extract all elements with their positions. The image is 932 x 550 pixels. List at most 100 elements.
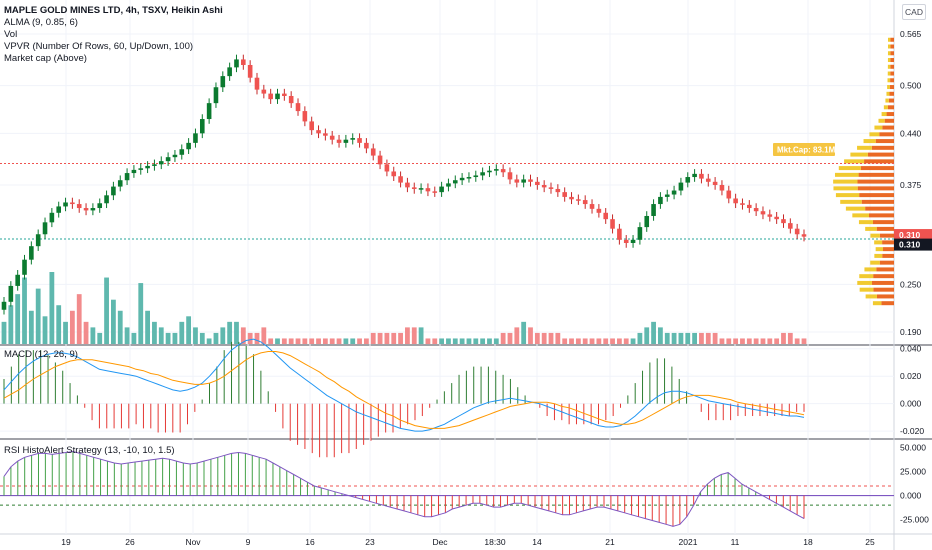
vpvr-bar-down	[872, 220, 894, 225]
volume-bar	[370, 332, 376, 344]
rsi-label[interactable]: RSI HistoAlert Strategy (13, -10, 10, 1.…	[4, 445, 175, 456]
volume-bar	[28, 310, 34, 344]
vpvr-bar-down	[882, 253, 894, 258]
vpvr-bar-down	[873, 287, 894, 292]
vpvr-bar-down	[889, 85, 894, 90]
volume-bar	[480, 338, 486, 344]
volume-bar	[138, 283, 144, 344]
vpvr-bar-up	[838, 166, 861, 171]
vpvr-bar-down	[882, 125, 894, 130]
vpvr-bar-up	[870, 233, 880, 238]
vpvr-bar-down	[869, 213, 894, 218]
volume-bar	[193, 327, 198, 344]
candle-body	[275, 93, 280, 100]
volume-bar	[316, 338, 321, 344]
vpvr-bar-up	[887, 44, 891, 49]
x-tick-label: Nov	[185, 537, 201, 547]
candle-body	[70, 202, 75, 205]
y-tick-label: 0.250	[900, 279, 922, 289]
vpvr-bar-down	[887, 105, 894, 110]
vpvr-bar-down	[886, 112, 894, 117]
volume-bar	[240, 327, 246, 344]
volume-bar	[596, 338, 602, 344]
x-tick-label: Dec	[432, 537, 448, 547]
volume-bar	[678, 332, 684, 344]
candle-body	[117, 180, 123, 187]
indicator-vol[interactable]: Vol	[4, 29, 18, 40]
candle-body	[576, 199, 581, 201]
vpvr-bar-down	[884, 118, 894, 123]
volume-bar	[186, 316, 192, 344]
chart-legend: MAPLE GOLD MINES LTD, 4h, TSXV, Heikin A…	[4, 5, 223, 65]
volume-bar	[603, 338, 609, 344]
volume-bar	[637, 332, 643, 344]
candle-body	[268, 93, 273, 100]
x-tick-label: 19	[61, 537, 71, 547]
volume-bar	[261, 327, 267, 344]
candle-body	[213, 87, 219, 104]
x-tick-label: 16	[305, 537, 315, 547]
candle-body	[391, 171, 397, 177]
x-tick-label: 2021	[679, 537, 698, 547]
volume-bar	[117, 310, 123, 344]
vpvr-bar-down	[882, 240, 894, 245]
vpvr-bar-down	[873, 274, 894, 279]
vpvr-bar-up	[872, 301, 882, 306]
market-cap-badge	[773, 143, 835, 156]
candle-body	[220, 76, 226, 88]
indicator-alma[interactable]: ALMA (9, 0.85, 6)	[4, 17, 78, 28]
currency-button[interactable]: CAD	[902, 4, 926, 20]
candle-body	[377, 155, 383, 165]
candle-body	[507, 172, 513, 180]
volume-bar	[658, 327, 663, 344]
symbol-title[interactable]: MAPLE GOLD MINES LTD, 4h, TSXV, Heikin A…	[4, 5, 223, 16]
candle-body	[794, 228, 800, 235]
volume-bar	[425, 338, 431, 344]
candle-body	[466, 177, 472, 179]
volume-bar	[692, 332, 697, 344]
vpvr-bar-up	[859, 274, 874, 279]
volume-bar	[104, 277, 109, 344]
candle-body	[90, 208, 96, 211]
indicator-vpvr[interactable]: VPVR (Number Of Rows, 60, Up/Down, 100)	[4, 41, 194, 52]
candle-body	[439, 186, 444, 193]
vpvr-bar-down	[890, 71, 894, 76]
volume-bar	[22, 277, 27, 344]
vpvr-bar-down	[876, 226, 894, 231]
volume-bar	[343, 338, 349, 344]
candle-body	[199, 119, 205, 134]
candle-body	[521, 179, 526, 183]
volume-bar	[384, 332, 390, 344]
volume-bar	[623, 338, 629, 344]
volume-bar	[746, 338, 752, 344]
volume-bar	[705, 332, 711, 344]
vpvr-bar-up	[834, 172, 859, 177]
volume-bar	[288, 338, 294, 344]
indicator-market-cap[interactable]: Market cap (Above)	[4, 53, 87, 64]
candle-body	[719, 184, 725, 191]
candle-body	[617, 228, 622, 240]
vpvr-bar-up	[886, 91, 890, 96]
candle-body	[425, 188, 431, 192]
volume-bar	[418, 327, 424, 344]
y-tick-label: 0.500	[900, 81, 922, 91]
volume-bar	[220, 327, 226, 344]
candle-body	[1, 301, 7, 310]
y-tick-label: 0.190	[900, 327, 922, 337]
volume-bar	[500, 332, 506, 344]
volume-bar	[76, 294, 82, 344]
candle-body	[596, 208, 602, 213]
candle-body	[234, 59, 239, 68]
volume-bar	[124, 327, 130, 344]
volume-bar	[83, 321, 89, 344]
volume-bar	[63, 321, 68, 344]
vpvr-bar-up	[887, 37, 891, 42]
rsi-tick-label: 25.000	[900, 467, 926, 477]
candle-body	[104, 195, 109, 204]
macd-label[interactable]: MACD (12, 26, 9)	[4, 349, 78, 360]
vpvr-bar-down	[864, 159, 894, 164]
volume-bar	[651, 321, 656, 344]
vpvr-bar-down	[861, 199, 894, 204]
market-cap-label	[773, 143, 835, 156]
